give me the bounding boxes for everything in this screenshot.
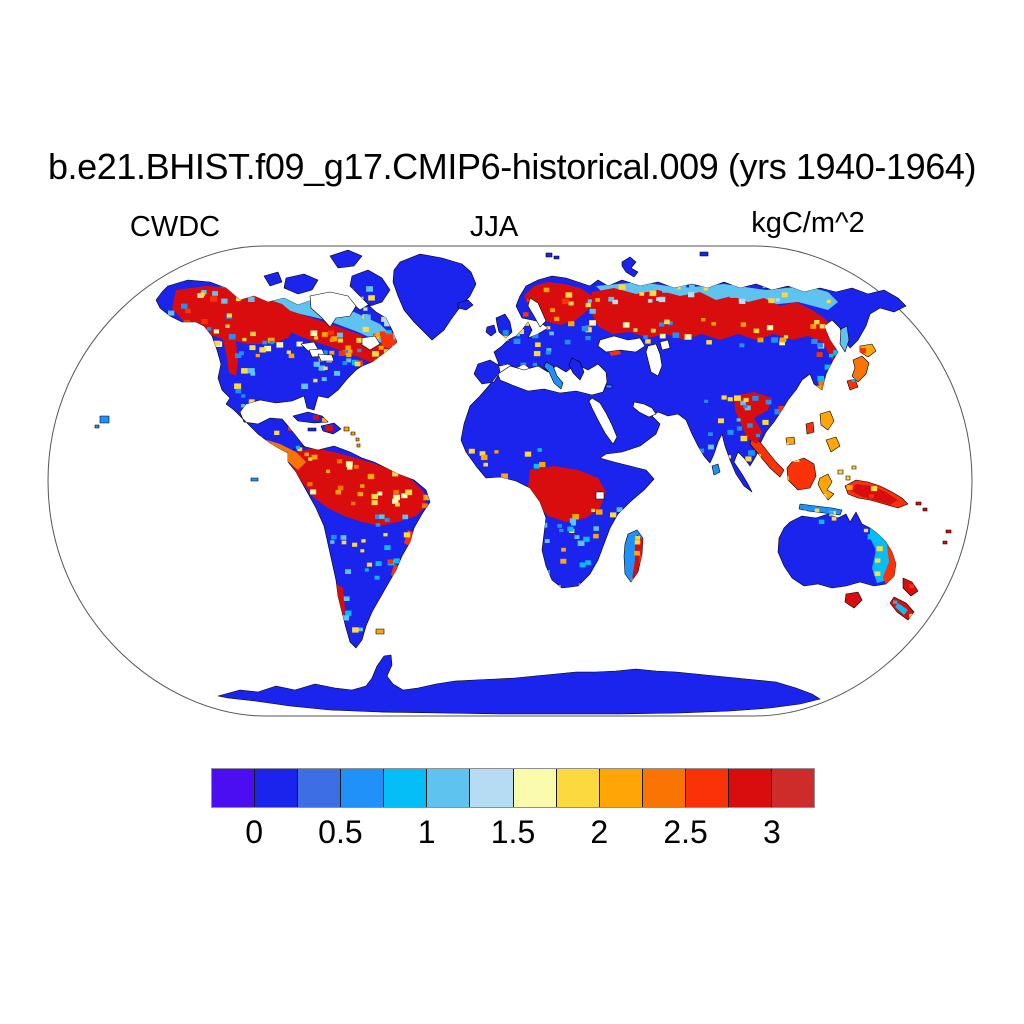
colorbar-tick-label: 1.5	[490, 814, 536, 850]
colorbar-swatch	[297, 769, 341, 807]
units-label: kgC/m^2	[751, 207, 865, 239]
colorbar-tick-label: 1	[417, 814, 436, 850]
caspian-sea	[645, 343, 663, 377]
colorbar-tick-label: 2.5	[663, 814, 708, 850]
colorbar-swatch	[641, 769, 685, 807]
colorbar-swatch	[469, 769, 513, 807]
colorbar-tick-label: 3	[762, 814, 781, 850]
variable-label: CWDC	[129, 211, 221, 243]
colorbar-swatch	[426, 769, 470, 807]
colorbar-swatch	[684, 769, 728, 807]
plot-title: b.e21.BHIST.f09_g17.CMIP6-historical.009…	[47, 146, 977, 187]
lake-victoria	[595, 491, 605, 500]
red-sea	[588, 397, 618, 445]
colorbar-swatch	[212, 769, 255, 807]
colorbar-swatch	[598, 769, 642, 807]
colorbar-swatch	[771, 769, 815, 807]
map-land	[94, 249, 952, 715]
colorbar-swatch	[340, 769, 384, 807]
colorbar-swatches	[211, 768, 815, 808]
colorbar-tick-label: 0	[245, 814, 264, 850]
great-lakes	[317, 353, 335, 362]
season-label: JJA	[469, 211, 519, 243]
colorbar: 0 0.5 1 1.5 2 2.5 3	[211, 768, 815, 850]
colorbar-tick-label: 2	[590, 814, 609, 850]
aral-sea	[659, 339, 671, 351]
colorbar-tick-label: 0.5	[318, 814, 363, 850]
hudson-bay	[309, 291, 357, 328]
colorbar-swatch	[555, 769, 599, 807]
persian-gulf	[632, 401, 657, 418]
black-sea	[597, 335, 646, 353]
colorbar-swatch	[512, 769, 556, 807]
colorbar-swatch	[727, 769, 772, 807]
great-lakes	[300, 341, 319, 352]
gulf-st-lawrence	[361, 335, 381, 351]
colorbar-ticks: 0 0.5 1 1.5 2 2.5 3	[211, 768, 815, 850]
baltic-sea	[527, 297, 547, 328]
colorbar-swatch	[383, 769, 427, 807]
colorbar-swatch	[254, 769, 298, 807]
